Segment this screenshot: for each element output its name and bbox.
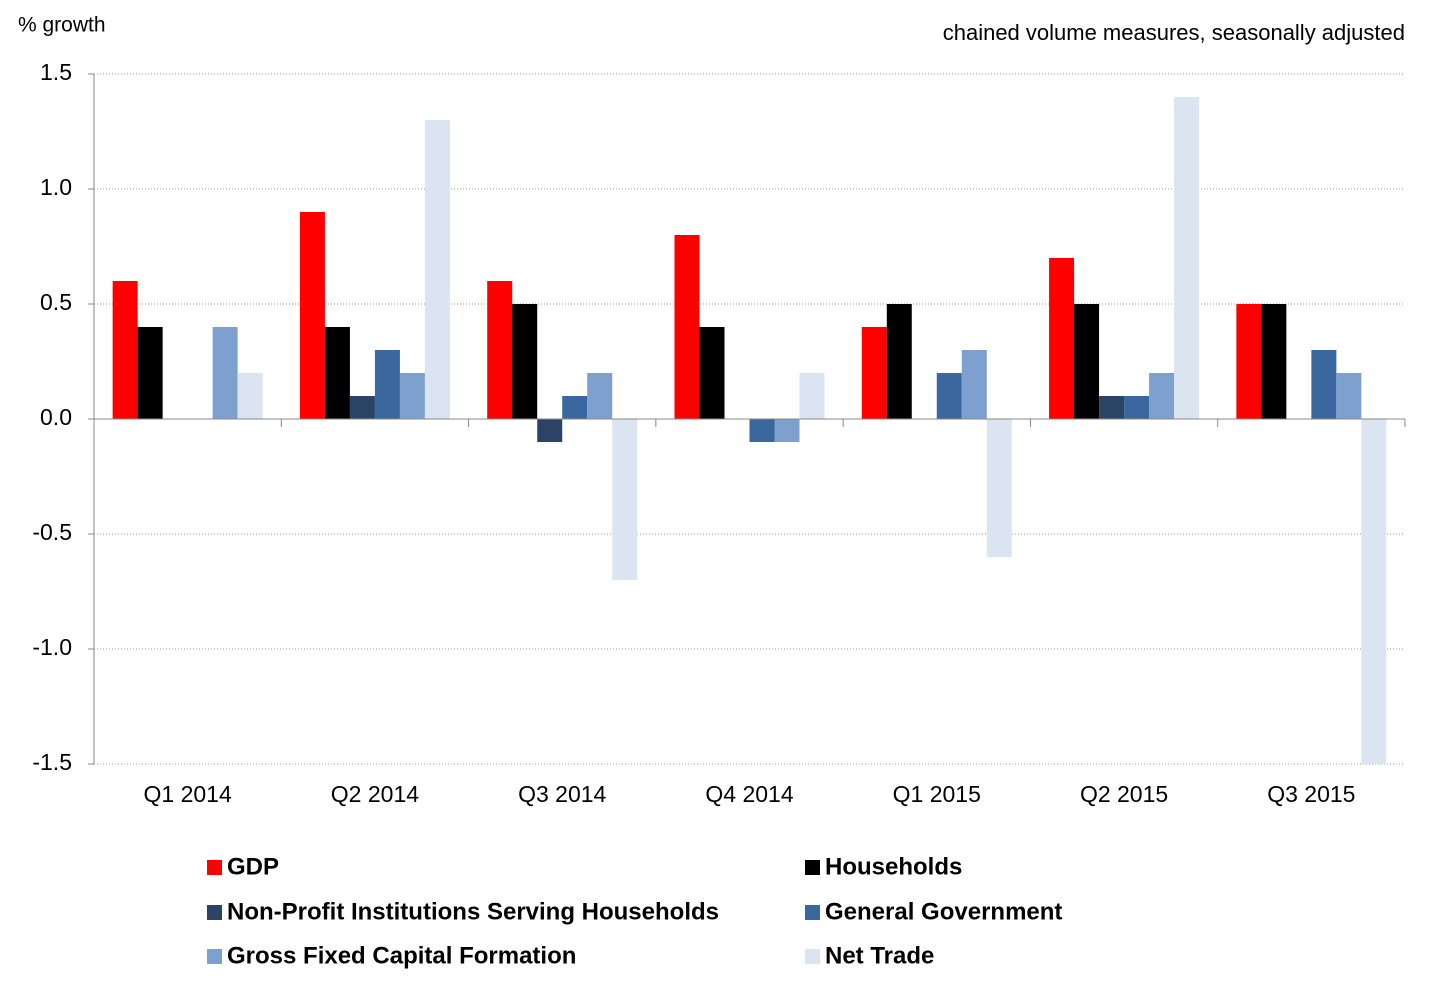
bar bbox=[612, 419, 638, 580]
x-tick-label: Q3 2015 bbox=[1267, 781, 1355, 807]
bar bbox=[1174, 97, 1200, 419]
bar bbox=[886, 304, 912, 419]
subtitle: chained volume measures, seasonally adju… bbox=[943, 20, 1405, 45]
y-tick-label: 1.5 bbox=[40, 59, 72, 85]
legend-swatch bbox=[207, 949, 222, 964]
bar bbox=[986, 419, 1012, 557]
bar bbox=[799, 373, 825, 419]
legend-swatch bbox=[207, 905, 222, 920]
bar bbox=[537, 419, 563, 442]
bar bbox=[1336, 373, 1362, 419]
y-tick-label: 1.0 bbox=[40, 174, 72, 200]
x-tick-label: Q2 2015 bbox=[1080, 781, 1168, 807]
bar bbox=[374, 350, 400, 419]
legend-swatch bbox=[805, 949, 820, 964]
bar bbox=[1261, 304, 1287, 419]
bar bbox=[1099, 396, 1125, 419]
legend-label: GDP bbox=[227, 853, 279, 880]
bar bbox=[699, 327, 725, 419]
bar bbox=[487, 281, 513, 419]
y-axis-label: % growth bbox=[18, 14, 106, 37]
y-tick-label: -0.5 bbox=[32, 519, 72, 545]
legend-swatch bbox=[805, 860, 820, 875]
x-tick-label: Q2 2014 bbox=[331, 781, 419, 807]
y-tick-label: -1.0 bbox=[32, 634, 72, 660]
bar bbox=[774, 419, 800, 442]
bar bbox=[112, 281, 138, 419]
x-tick-label: Q1 2015 bbox=[893, 781, 981, 807]
legend-label: Gross Fixed Capital Formation bbox=[227, 942, 576, 969]
bar bbox=[1074, 304, 1100, 419]
y-tick-label: -1.5 bbox=[32, 749, 72, 775]
bar bbox=[861, 327, 887, 419]
bar bbox=[399, 373, 425, 419]
bar bbox=[1049, 258, 1075, 419]
bar bbox=[299, 212, 325, 419]
bar bbox=[137, 327, 163, 419]
legend-swatch bbox=[207, 860, 222, 875]
bar bbox=[749, 419, 775, 442]
bar bbox=[237, 373, 263, 419]
legend-swatch bbox=[805, 905, 820, 920]
bar bbox=[1236, 304, 1262, 419]
bar bbox=[1124, 396, 1150, 419]
x-tick-label: Q3 2014 bbox=[518, 781, 606, 807]
legend-label: Households bbox=[825, 853, 962, 880]
y-tick-label: 0.5 bbox=[40, 289, 72, 315]
bar bbox=[674, 235, 700, 419]
bar bbox=[424, 120, 450, 419]
bar bbox=[1149, 373, 1175, 419]
bar bbox=[1361, 419, 1387, 764]
x-tick-label: Q4 2014 bbox=[705, 781, 793, 807]
x-tick-label: Q1 2014 bbox=[144, 781, 232, 807]
bar bbox=[324, 327, 350, 419]
bar bbox=[212, 327, 238, 419]
bar bbox=[512, 304, 538, 419]
bar bbox=[1311, 350, 1337, 419]
bar bbox=[562, 396, 588, 419]
y-tick-label: 0.0 bbox=[40, 404, 72, 430]
legend-label: Net Trade bbox=[825, 942, 934, 969]
bar bbox=[587, 373, 613, 419]
legend-label: General Government bbox=[825, 898, 1062, 925]
bar bbox=[349, 396, 375, 419]
bar bbox=[961, 350, 987, 419]
bar bbox=[936, 373, 962, 419]
legend-label: Non-Profit Institutions Serving Househol… bbox=[227, 898, 719, 925]
